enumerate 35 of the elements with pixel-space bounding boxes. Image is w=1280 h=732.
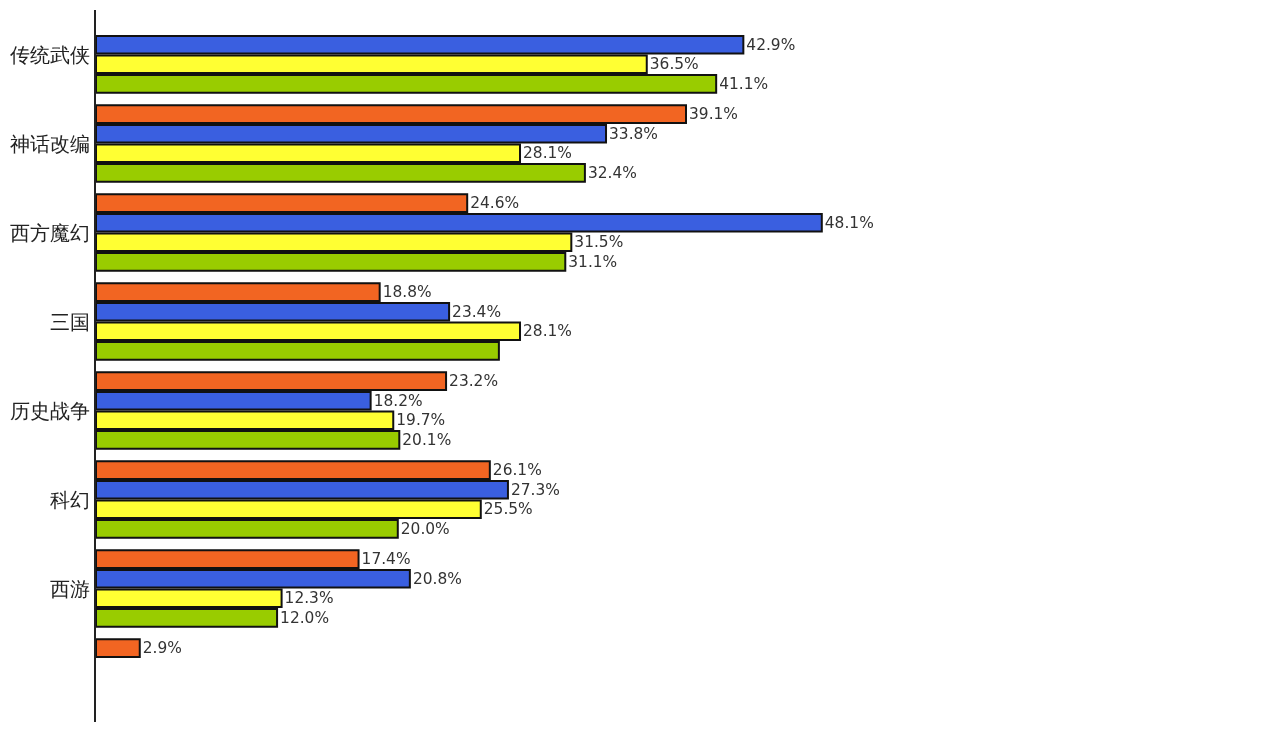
y-tick-label: 神话改编 <box>10 131 90 156</box>
data-label: 39.1% <box>689 105 738 124</box>
data-label: 32.4% <box>587 164 637 183</box>
data-label: 27.3% <box>510 480 560 499</box>
y-tick-label: 三国 <box>50 309 90 334</box>
y-tick-label: 传统武侠 <box>10 42 90 67</box>
data-label: 20.0% <box>400 520 450 539</box>
data-label: 28.1% <box>523 322 572 341</box>
y-tick-label: 西方魔幻 <box>10 220 90 245</box>
data-label: 24.6% <box>470 194 520 213</box>
data-label: 23.2% <box>449 372 499 391</box>
data-label: 31.5% <box>574 233 624 252</box>
data-label: 36.5% <box>649 55 699 74</box>
data-label: 33.8% <box>609 124 658 143</box>
data-label: 25.5% <box>483 500 533 519</box>
y-tick-label: 科幻 <box>50 487 90 512</box>
data-label: 18.8% <box>382 283 432 302</box>
data-label: 19.7% <box>396 411 446 430</box>
data-label: 12.0% <box>280 609 330 628</box>
data-label: 18.2% <box>373 391 423 410</box>
data-label: 28.1% <box>523 144 572 163</box>
data-label: 42.9% <box>746 35 796 54</box>
data-label: 23.4% <box>452 302 502 321</box>
data-label: 20.8% <box>412 569 462 588</box>
data-label: 2.9% <box>142 639 182 658</box>
data-label: 17.4% <box>361 550 411 569</box>
data-label: 41.1% <box>719 75 769 94</box>
data-label: 31.1% <box>568 253 618 272</box>
data-label: 12.3% <box>284 589 334 608</box>
data-label: 48.1% <box>824 213 874 232</box>
y-tick-label: 历史战争 <box>10 398 90 423</box>
bar <box>96 638 141 658</box>
y-tick-label: 西游 <box>50 576 90 601</box>
data-label: 20.1% <box>402 431 452 450</box>
data-label: 26.1% <box>492 461 542 480</box>
